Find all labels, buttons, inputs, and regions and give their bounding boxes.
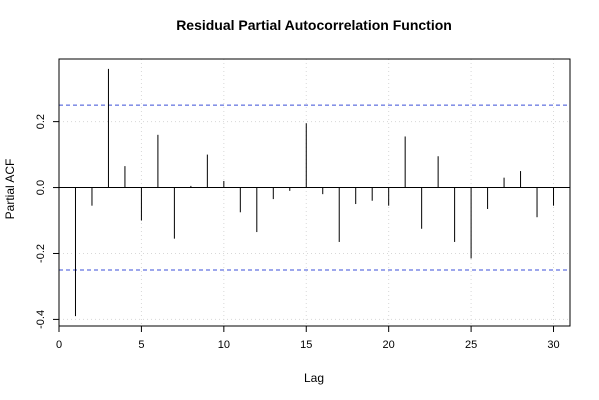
x-tick-label: 10 xyxy=(218,339,230,351)
y-tick-label: -0.2 xyxy=(35,244,47,263)
plot-frame xyxy=(58,58,571,327)
confidence-bands xyxy=(59,104,570,271)
chart-title: Residual Partial Autocorrelation Functio… xyxy=(176,17,452,33)
x-axis: 0 5 10 15 20 25 30 xyxy=(56,325,560,351)
y-tick-label: 0.0 xyxy=(35,180,47,195)
y-tick-label: -0.4 xyxy=(35,310,47,329)
y-axis: -0.4 -0.2 0.0 0.2 xyxy=(35,114,60,329)
x-tick-label: 0 xyxy=(56,339,62,351)
y-axis-label: Partial ACF xyxy=(3,159,17,220)
x-axis-label: Lag xyxy=(304,371,324,385)
x-tick-label: 25 xyxy=(465,339,477,351)
x-tick-label: 15 xyxy=(300,339,312,351)
pacf-bars xyxy=(74,68,555,317)
x-tick-label: 30 xyxy=(547,339,559,351)
grid xyxy=(58,59,570,326)
y-tick-label: 0.2 xyxy=(35,114,47,129)
x-tick-label: 20 xyxy=(383,339,395,351)
x-tick-label: 5 xyxy=(138,339,144,351)
